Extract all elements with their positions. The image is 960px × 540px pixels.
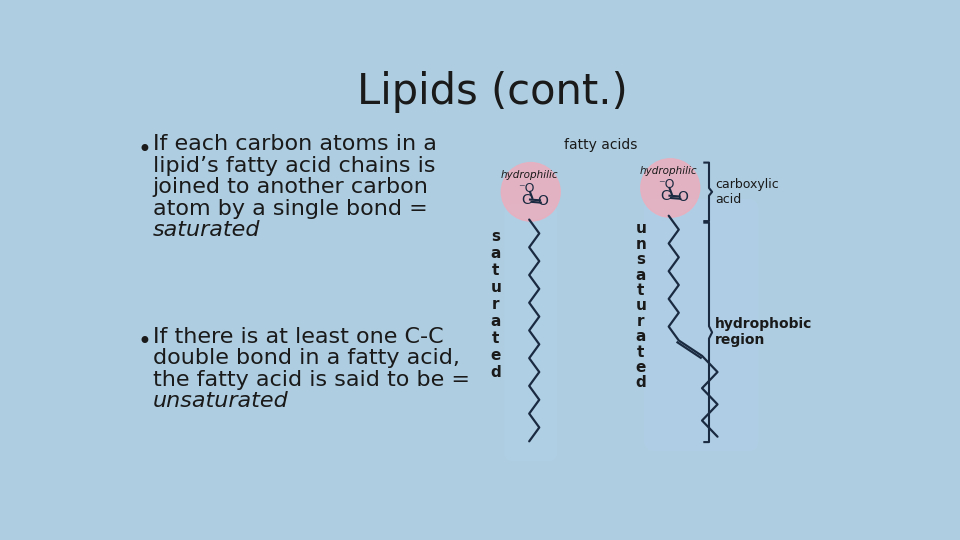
- Text: s: s: [636, 252, 645, 267]
- Text: a: a: [491, 314, 501, 329]
- Text: fatty acids: fatty acids: [564, 138, 637, 152]
- Text: n: n: [636, 237, 646, 252]
- Text: t: t: [637, 345, 644, 360]
- Text: ⁻O: ⁻O: [659, 178, 675, 191]
- Text: u: u: [491, 280, 501, 295]
- Text: C: C: [521, 193, 531, 206]
- Text: If there is at least one C-C: If there is at least one C-C: [153, 327, 444, 347]
- Text: r: r: [492, 297, 499, 312]
- Text: joined to another carbon: joined to another carbon: [153, 177, 428, 197]
- Text: d: d: [636, 375, 646, 390]
- Text: ⁻O: ⁻O: [518, 181, 535, 194]
- Text: Lipids (cont.): Lipids (cont.): [356, 71, 628, 113]
- Text: •: •: [137, 138, 151, 162]
- Text: atom by a single bond =: atom by a single bond =: [153, 199, 427, 219]
- Text: s: s: [492, 229, 500, 244]
- Text: O: O: [677, 190, 688, 204]
- Text: hydrophilic: hydrophilic: [640, 166, 698, 176]
- Circle shape: [641, 159, 700, 217]
- Text: t: t: [492, 330, 499, 346]
- Text: C: C: [660, 188, 670, 202]
- Text: e: e: [636, 360, 646, 375]
- Text: d: d: [491, 364, 501, 380]
- FancyBboxPatch shape: [644, 199, 758, 451]
- Text: hydrophobic
region: hydrophobic region: [715, 318, 812, 347]
- Text: saturated: saturated: [153, 220, 260, 240]
- Text: hydrophilic: hydrophilic: [500, 170, 558, 180]
- Text: a: a: [636, 329, 646, 344]
- Text: If each carbon atoms in a: If each carbon atoms in a: [153, 134, 437, 154]
- Text: u: u: [636, 221, 646, 237]
- Circle shape: [501, 163, 561, 221]
- FancyBboxPatch shape: [504, 204, 557, 461]
- Text: double bond in a fatty acid,: double bond in a fatty acid,: [153, 348, 460, 368]
- Text: a: a: [636, 267, 646, 282]
- Text: t: t: [492, 263, 499, 278]
- Text: r: r: [637, 314, 644, 329]
- Text: O: O: [538, 194, 548, 208]
- Text: lipid’s fatty acid chains is: lipid’s fatty acid chains is: [153, 156, 435, 176]
- Text: carboxylic
acid: carboxylic acid: [715, 178, 779, 206]
- Text: a: a: [491, 246, 501, 261]
- Text: e: e: [491, 348, 501, 362]
- Text: t: t: [637, 283, 644, 298]
- Text: the fatty acid is said to be =: the fatty acid is said to be =: [153, 370, 469, 390]
- Text: unsaturated: unsaturated: [153, 392, 288, 411]
- Text: •: •: [137, 330, 151, 354]
- Text: u: u: [636, 298, 646, 313]
